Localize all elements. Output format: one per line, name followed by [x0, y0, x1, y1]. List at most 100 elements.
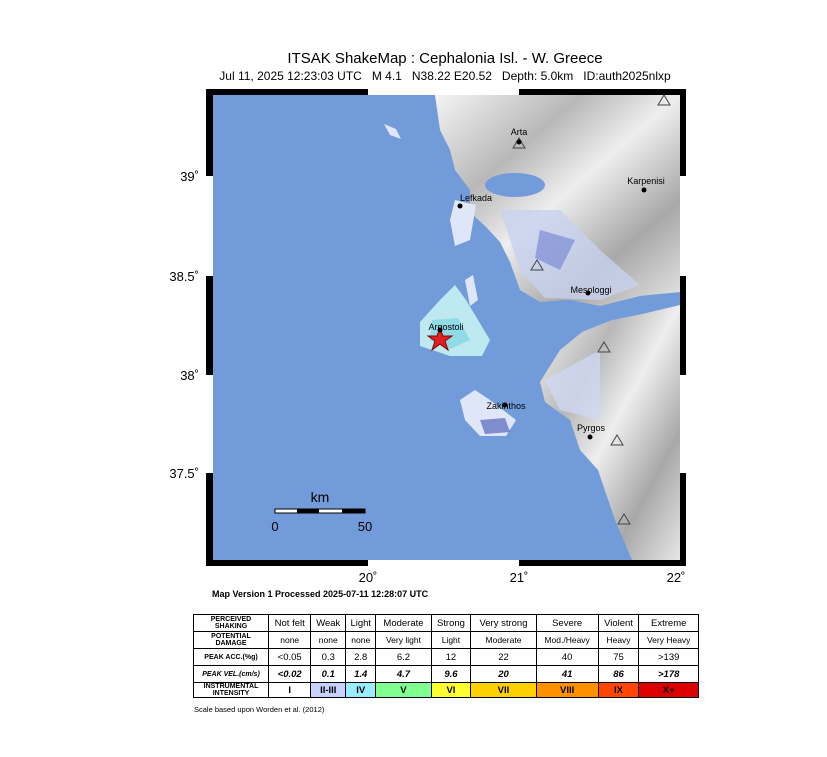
intensity-area [480, 418, 510, 434]
place-label: Pyrgos [577, 423, 606, 433]
place-dot [585, 290, 591, 296]
legend-cell: 20 [470, 665, 537, 683]
row-label: PERCEIVED SHAKING [193, 614, 269, 632]
legend-row: PEAK ACC.(%g) <0.05 0.3 2.8 6.2 12 22 40 75 >139 [193, 648, 699, 666]
frame-segment [680, 176, 686, 276]
legend-cell: X+ [638, 682, 699, 698]
legend-row: INSTRUMENTAL INTENSITY I II-III IV V VI VII VII… [193, 682, 699, 698]
legend-cell: 2.8 [345, 648, 377, 666]
map-area [213, 95, 680, 560]
legend-cell: Moderate [470, 631, 537, 649]
legend-cell: Light [430, 631, 472, 649]
legend-cell: <0.05 [267, 648, 312, 666]
intensity-legend: PERCEIVED SHAKING Not felt Weak Light Modera… [193, 614, 699, 698]
legend-cell: Weak [310, 614, 347, 632]
legend-cell: Severe [535, 614, 599, 632]
legend-cell: Very Heavy [638, 631, 699, 649]
row-label: INSTRUMENTAL INTENSITY [193, 682, 269, 698]
lon-label: 21˚ [510, 570, 529, 585]
legend-cell: Moderate [375, 614, 432, 632]
place-label: Mesologgi [570, 285, 611, 295]
legend-cell: Extreme [638, 614, 699, 632]
legend-cell: none [267, 631, 312, 649]
frame-segment [368, 560, 519, 566]
frame-segment [206, 375, 213, 473]
scale-start: 0 [271, 519, 278, 534]
intensity-area [500, 210, 640, 300]
lat-label: 37.5˚ [169, 466, 199, 481]
legend-cell: IX [597, 682, 640, 698]
lon-label: 20˚ [359, 570, 378, 585]
frame-segment [680, 375, 686, 473]
scale-end: 50 [358, 519, 372, 534]
row-label: PEAK ACC.(%g) [193, 648, 269, 666]
place-dot [587, 434, 593, 440]
stations [512, 94, 671, 525]
legend-cell: 1.4 [345, 665, 377, 683]
legend-cell: >139 [638, 648, 699, 666]
place-dot [641, 187, 647, 193]
epicenter [426, 326, 454, 352]
legend-row: PERCEIVED SHAKING Not felt Weak Light Modera… [193, 614, 699, 632]
legend-cell: 22 [470, 648, 537, 666]
corfu-island [384, 124, 401, 139]
lefkada-island [450, 200, 476, 246]
gulf [485, 173, 545, 197]
version-note: Map Version 1 Processed 2025-07-11 12:28… [212, 589, 429, 599]
legend-cell: 6.2 [375, 648, 432, 666]
lat-label: 39˚ [180, 169, 199, 184]
legend-cell: II-III [310, 682, 347, 698]
place-label: Argostoli [428, 322, 463, 332]
place-dot [457, 203, 463, 209]
legend-cell: <0.02 [267, 665, 312, 683]
lon-label: 22˚ [667, 570, 686, 585]
legend-row: POTENTIAL DAMAGE none none none Very light Li… [193, 631, 699, 649]
legend-footnote: Scale based upon Worden et al. (2012) [194, 705, 325, 714]
lat-label: 38.5˚ [169, 269, 199, 284]
legend-cell: >178 [638, 665, 699, 683]
legend-cell: Violent [597, 614, 640, 632]
legend-cell: 86 [597, 665, 640, 683]
legend-cell: I [267, 682, 312, 698]
legend-cell: Heavy [597, 631, 640, 649]
scale-unit: km [311, 489, 330, 505]
legend-cell: Very light [375, 631, 432, 649]
legend-cell: 4.7 [375, 665, 432, 683]
legend-cell: Light [345, 614, 377, 632]
legend-cell: 0.3 [310, 648, 347, 666]
place-dot [516, 139, 522, 145]
frame-segment [368, 89, 519, 95]
legend-cell: Mod./Heavy [535, 631, 599, 649]
legend-cell: none [345, 631, 377, 649]
place-label: Karpenisi [627, 176, 665, 186]
legend-cell: 12 [430, 648, 472, 666]
subtitle-part: Jul 11, 2025 12:23:03 UTC [219, 69, 362, 83]
row-label: PEAK VEL.(cm/s) [193, 665, 269, 683]
place-label: Arta [511, 127, 528, 137]
legend-cell: Not felt [267, 614, 312, 632]
legend-cell: Very strong [470, 614, 537, 632]
map-subtitle: Jul 11, 2025 12:23:03 UTC M 4.1 N38.22 E20… [0, 69, 827, 83]
scale-bar [274, 508, 366, 514]
map-title: ITSAK ShakeMap : Cephalonia Isl. - W. Gr… [287, 50, 603, 67]
legend-cell: 0.1 [310, 665, 347, 683]
ithaca-island [465, 275, 478, 306]
place-dot [502, 402, 508, 408]
legend-cell: 40 [535, 648, 599, 666]
row-label: POTENTIAL DAMAGE [193, 631, 269, 649]
subtitle-part: N38.22 E20.52 [411, 69, 492, 83]
legend-cell: VI [430, 682, 472, 698]
intensity-area [545, 350, 600, 420]
legend-cell: VIII [535, 682, 599, 698]
legend-cell: V [375, 682, 432, 698]
legend-cell: 75 [597, 648, 640, 666]
legend-cell: 41 [535, 665, 599, 683]
place-label: Zakinthos [486, 401, 526, 411]
lat-label: 38˚ [180, 368, 199, 383]
place-dot [437, 327, 443, 333]
legend-row: PEAK VEL.(cm/s) <0.02 0.1 1.4 4.7 9.6 20 41 86 >1… [193, 665, 699, 683]
legend-cell: VII [470, 682, 537, 698]
mainland [435, 95, 680, 306]
